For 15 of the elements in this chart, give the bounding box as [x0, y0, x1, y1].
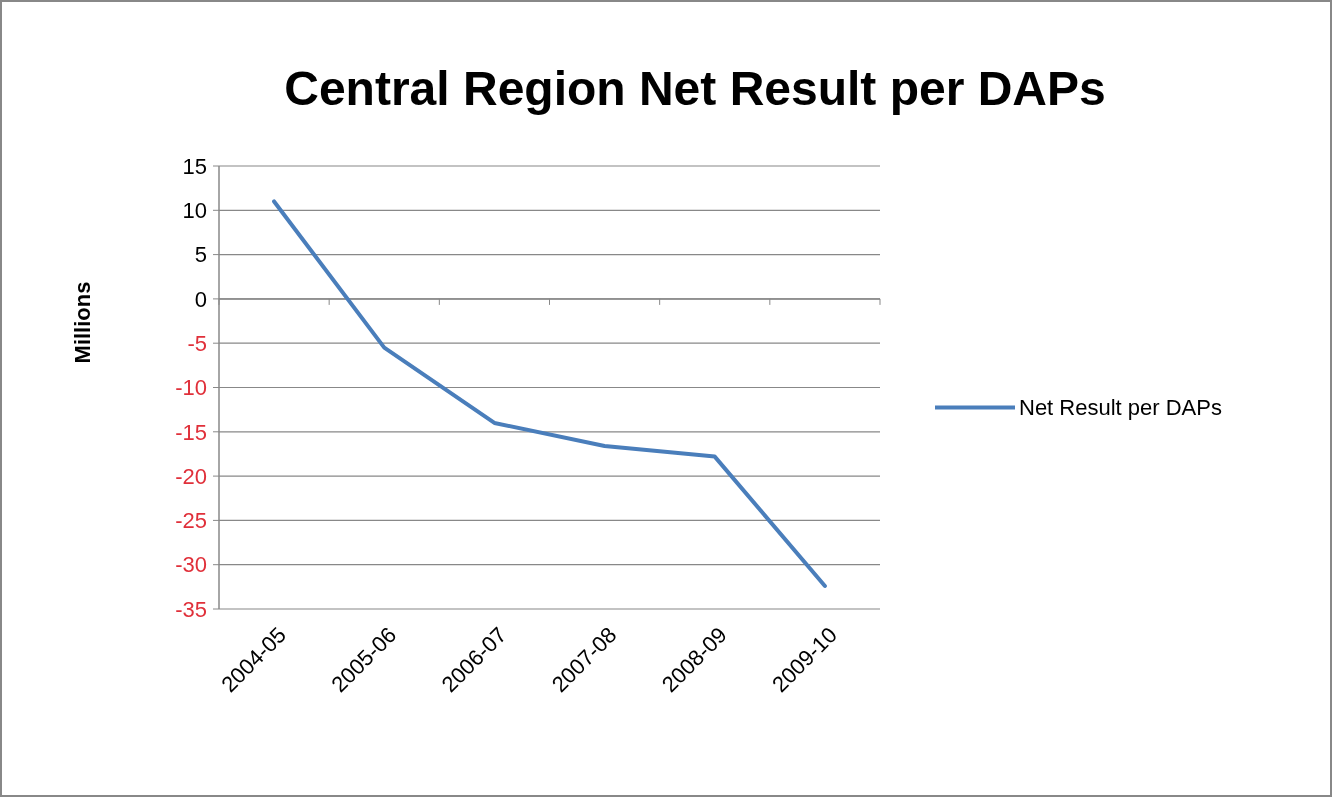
y-tick-label: -15 — [175, 419, 207, 445]
y-tick-label: -10 — [175, 375, 207, 401]
y-tick-label: -25 — [175, 508, 207, 534]
y-tick-label: 10 — [182, 198, 207, 223]
y-tick-label: 0 — [194, 286, 207, 312]
y-axis-title: Millions — [70, 281, 95, 364]
line-series — [272, 199, 827, 588]
y-tick-label: -35 — [175, 596, 207, 622]
chart-title: Central Region Net Result per DAPs — [284, 62, 1106, 115]
legend-label: Net Result per DAPs — [1019, 395, 1222, 421]
y-tick-label: 15 — [182, 153, 207, 179]
y-tick-label: 5 — [194, 242, 207, 268]
y-tick-label: -5 — [187, 330, 207, 356]
y-tick-label: -20 — [175, 463, 207, 489]
y-tick-label: -30 — [175, 552, 207, 578]
